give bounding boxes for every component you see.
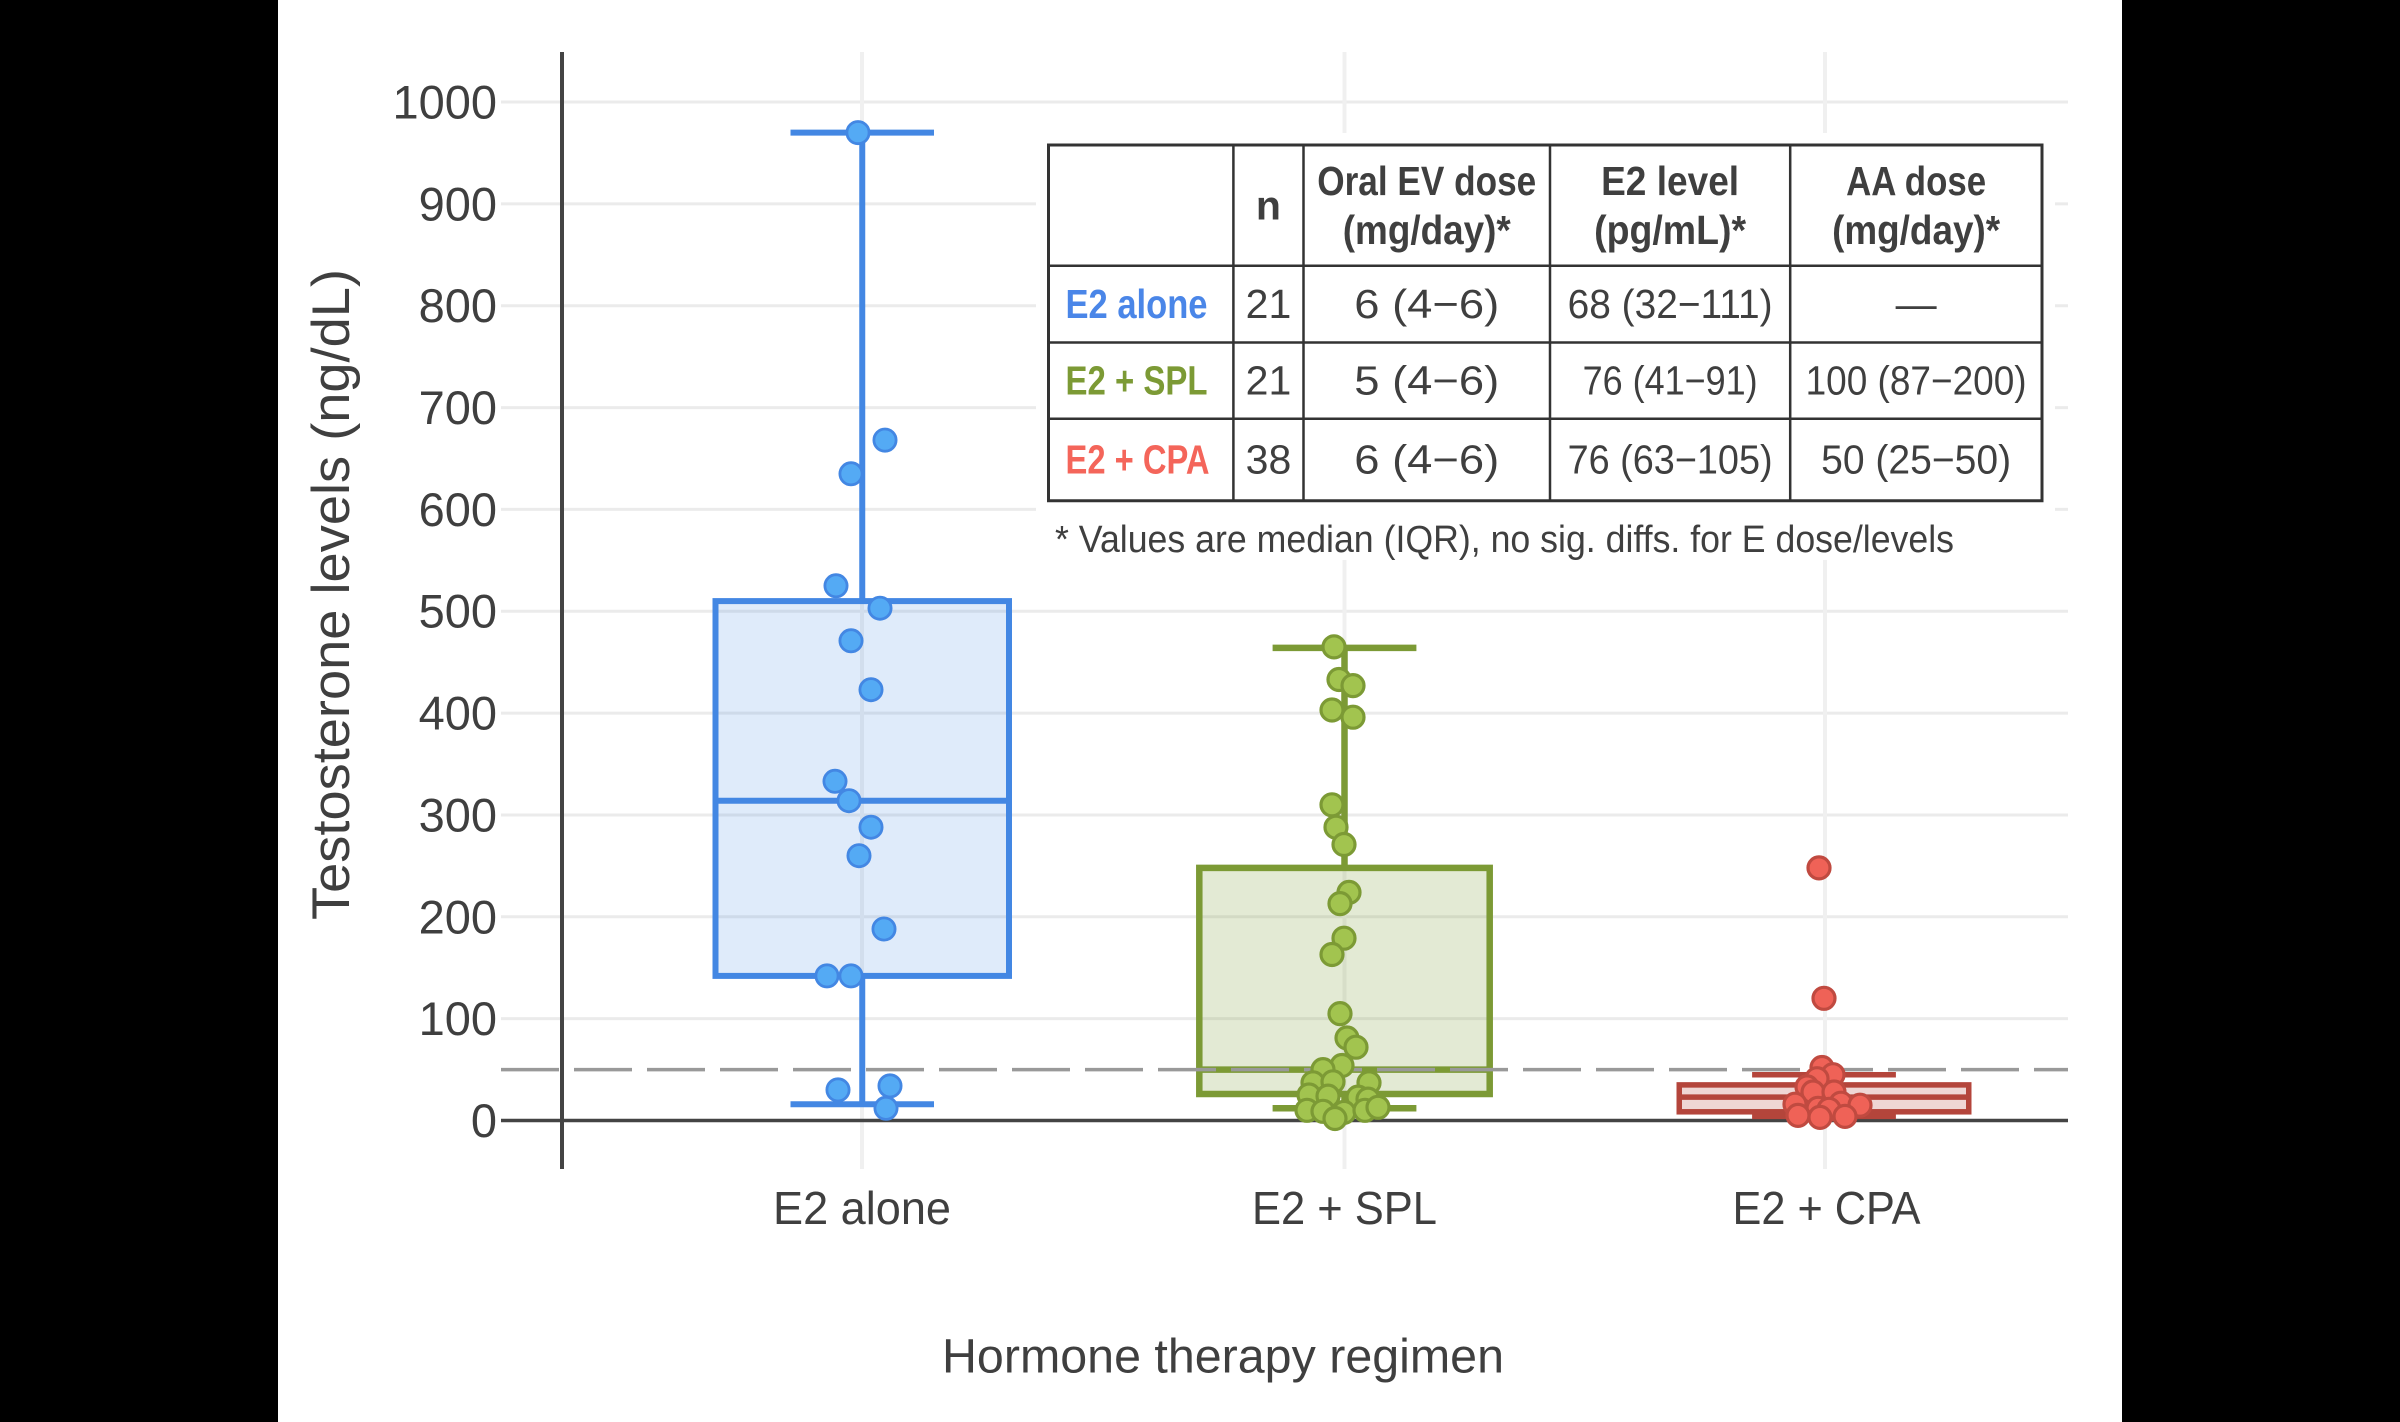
svg-text:E2 + CPA: E2 + CPA <box>1733 1182 1921 1234</box>
svg-text:0: 0 <box>471 1094 497 1147</box>
svg-text:76 (63−105): 76 (63−105) <box>1568 437 1773 483</box>
svg-text:50 (25−50): 50 (25−50) <box>1821 437 2011 483</box>
svg-text:500: 500 <box>419 585 497 638</box>
svg-text:700: 700 <box>419 381 497 434</box>
svg-text:(pg/mL)*: (pg/mL)* <box>1594 207 1746 253</box>
svg-text:76 (41−91): 76 (41−91) <box>1583 358 1758 404</box>
svg-text:* Values are median (IQR), no: * Values are median (IQR), no sig. diffs… <box>1055 519 1954 561</box>
svg-text:900: 900 <box>419 177 497 230</box>
svg-text:E2 alone: E2 alone <box>1066 281 1208 327</box>
svg-text:38: 38 <box>1246 437 1292 483</box>
svg-text:6 (4−6): 6 (4−6) <box>1354 281 1499 327</box>
svg-text:(mg/day)*: (mg/day)* <box>1343 207 1511 253</box>
svg-text:200: 200 <box>419 890 497 943</box>
svg-text:100 (87−200): 100 (87−200) <box>1806 358 2027 404</box>
svg-text:E2 + CPA: E2 + CPA <box>1066 437 1210 483</box>
svg-text:100: 100 <box>419 992 497 1045</box>
svg-text:(mg/day)*: (mg/day)* <box>1832 207 2000 253</box>
svg-text:21: 21 <box>1246 358 1292 404</box>
svg-text:400: 400 <box>419 687 497 740</box>
svg-text:800: 800 <box>419 279 497 332</box>
svg-text:Testosterone levels (ng/dL): Testosterone levels (ng/dL) <box>302 269 361 920</box>
svg-text:21: 21 <box>1246 281 1292 327</box>
svg-text:300: 300 <box>419 789 497 842</box>
svg-text:68 (32−111): 68 (32−111) <box>1568 281 1773 327</box>
svg-text:E2 + SPL: E2 + SPL <box>1066 358 1208 404</box>
svg-text:600: 600 <box>419 483 497 536</box>
svg-text:E2 level: E2 level <box>1601 158 1739 204</box>
svg-text:n: n <box>1256 182 1281 228</box>
svg-text:5 (4−6): 5 (4−6) <box>1354 358 1499 404</box>
svg-text:Hormone therapy regimen: Hormone therapy regimen <box>942 1331 1504 1384</box>
svg-text:—: — <box>1896 281 1937 327</box>
svg-text:E2 + SPL: E2 + SPL <box>1252 1182 1437 1234</box>
svg-text:AA dose: AA dose <box>1846 158 1986 204</box>
svg-text:1000: 1000 <box>392 76 497 129</box>
svg-text:E2 alone: E2 alone <box>773 1182 951 1234</box>
svg-text:6 (4−6): 6 (4−6) <box>1354 437 1499 483</box>
svg-text:Oral EV dose: Oral EV dose <box>1317 158 1536 204</box>
